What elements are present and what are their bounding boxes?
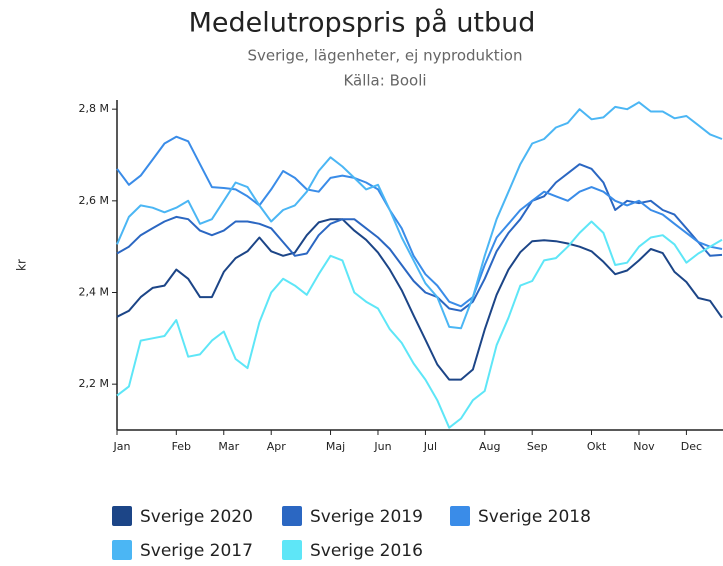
x-tick-label: Jan bbox=[113, 440, 131, 453]
x-tick-label: Aug bbox=[479, 440, 500, 453]
y-axis-label: kr bbox=[15, 259, 29, 271]
legend-swatch bbox=[112, 506, 132, 526]
y-tick-label: 2,6 M bbox=[79, 194, 109, 207]
x-tick-label: Dec bbox=[681, 440, 702, 453]
legend-label: Sverige 2020 bbox=[140, 507, 253, 527]
y-tick-label: 2,8 M bbox=[79, 102, 109, 115]
chart-subtitle: Sverige, lägenheter, ej nyproduktion bbox=[248, 47, 523, 65]
chart-source: Källa: Booli bbox=[343, 72, 426, 90]
x-tick-label: Maj bbox=[326, 440, 345, 453]
series-line bbox=[116, 135, 723, 308]
x-tick-label: Apr bbox=[267, 440, 287, 453]
x-tick-label: Jun bbox=[373, 440, 391, 453]
series-line bbox=[116, 163, 723, 312]
legend-label: Sverige 2019 bbox=[310, 507, 423, 527]
x-tick-label: Jul bbox=[423, 440, 437, 453]
x-tick-label: Mar bbox=[218, 440, 239, 453]
x-tick-label: Okt bbox=[587, 440, 607, 453]
series-line bbox=[116, 101, 723, 330]
series-line bbox=[116, 218, 723, 381]
legend-swatch bbox=[112, 540, 132, 560]
legend-label: Sverige 2016 bbox=[310, 541, 423, 561]
x-tick-label: Feb bbox=[172, 440, 191, 453]
x-tick-label: Nov bbox=[633, 440, 655, 453]
legend-label: Sverige 2018 bbox=[478, 507, 591, 527]
x-tick-label: Sep bbox=[527, 440, 548, 453]
legend-label: Sverige 2017 bbox=[140, 541, 253, 561]
chart-title: Medelutropspris på utbud bbox=[189, 8, 536, 39]
y-tick-label: 2,2 M bbox=[79, 377, 109, 390]
legend-swatch bbox=[450, 506, 470, 526]
legend-swatch bbox=[282, 506, 302, 526]
series-line bbox=[116, 220, 723, 429]
y-tick-label: 2,4 M bbox=[79, 286, 109, 299]
legend-swatch bbox=[282, 540, 302, 560]
